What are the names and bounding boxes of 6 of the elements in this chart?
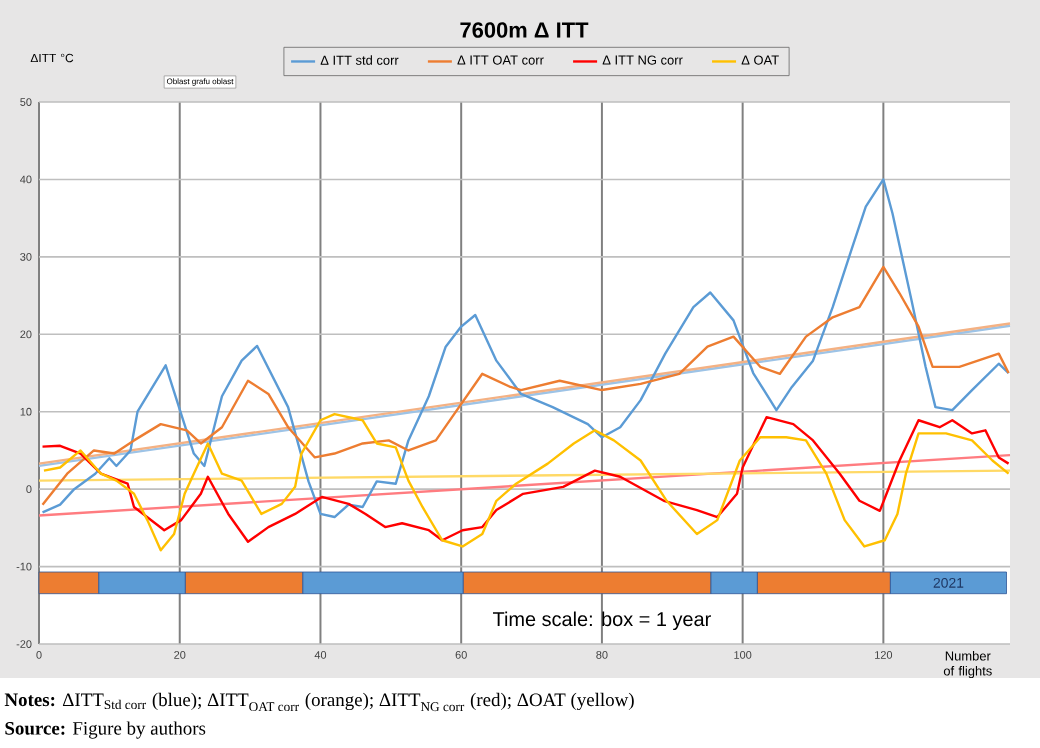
text: Source: Figure by authors — [5, 721, 206, 739]
annotation: Time scale: box = 1 year — [492, 611, 711, 631]
chart-title: 7600m Δ ITT — [460, 22, 589, 38]
line-series — [41, 265, 1010, 506]
text: $\text{\textbf{Notes:} ΔITT}_{\text{Std corr}}\text{ (blue); ΔITT}_{\text{OAT corr}}\text{ (orange); ΔITT}_{\text{NG corr}}\text{ (red); ΔOAT (yellow)}$ — [4, 692, 634, 712]
line-series — [41, 178, 1010, 519]
